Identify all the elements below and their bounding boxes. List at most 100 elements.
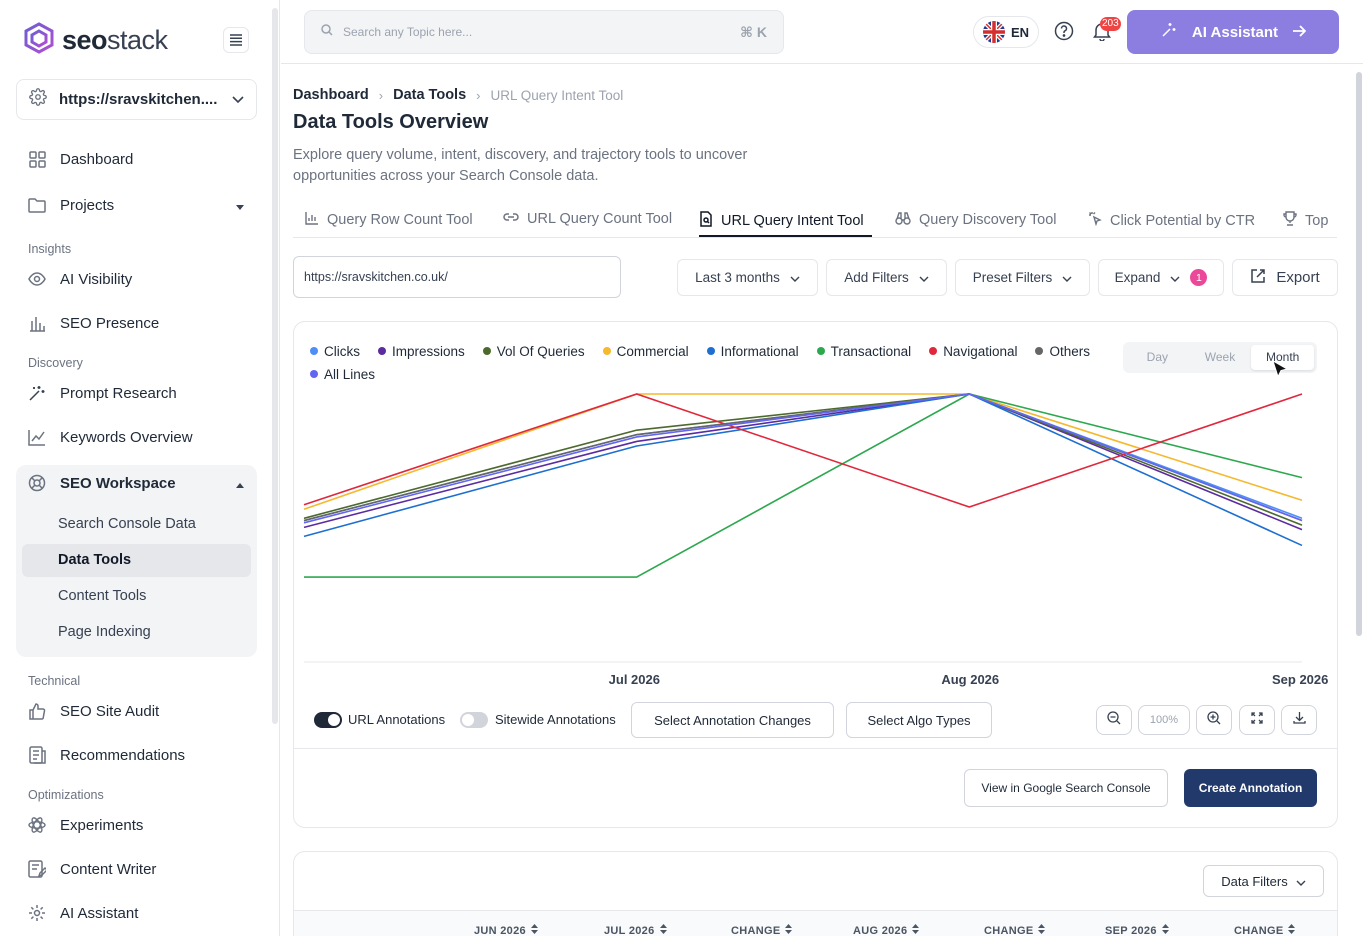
breadcrumb-dashboard[interactable]: Dashboard [293,87,369,103]
legend-dot [482,347,491,355]
column-header[interactable]: CHANGE [984,924,1046,936]
nav-ai-visibility[interactable]: AI Visibility [28,270,132,288]
site-selector[interactable]: https://sravskitchen.... [16,79,257,120]
nav-label: Content Writer [60,860,157,878]
nav-label: Prompt Research [60,384,177,402]
legend-item[interactable]: Others [1035,343,1090,359]
tab-url-query-count[interactable]: URL Query Count Tool [503,211,672,227]
column-header[interactable]: CHANGE [1234,924,1296,936]
nav-page-indexing[interactable]: Page Indexing [58,624,151,640]
search-shortcut: ⌘ K [740,23,767,40]
main-scrollbar[interactable] [1356,72,1362,636]
chart-card [293,321,1338,828]
series-line[interactable] [303,393,1303,531]
nav-label: Dashboard [60,150,134,168]
language-selector[interactable]: EN [973,16,1039,48]
legend-item[interactable]: Vol Of Queries [482,343,585,359]
series-line[interactable] [304,393,1303,578]
preset-filters-dropdown[interactable]: Preset Filters [955,259,1090,296]
tab-query-row-count[interactable]: Query Row Count Tool [305,211,473,229]
chevron-down-icon [1296,874,1306,889]
collapse-sidebar-button[interactable] [223,27,249,53]
date-range-dropdown[interactable]: Last 3 months [677,259,818,296]
document-search-icon [699,211,713,231]
nav-projects[interactable]: Projects [28,196,244,214]
search-icon [321,23,333,41]
select-annotation-changes-button[interactable]: Select Annotation Changes [631,702,834,738]
url-annotations-toggle[interactable] [314,712,342,728]
nav-dashboard[interactable]: Dashboard [28,150,133,168]
legend-item[interactable]: Transactional [816,343,912,359]
nav-seo-site-audit[interactable]: SEO Site Audit [28,702,159,720]
legend-item[interactable]: Navigational [929,343,1017,359]
period-month[interactable]: Month [1251,345,1315,370]
zoom-in-button[interactable] [1196,705,1232,735]
legend-dot [816,347,825,355]
column-header[interactable]: JUN 2026 [474,924,538,936]
data-filters-dropdown[interactable]: Data Filters [1203,865,1324,897]
create-annotation-button[interactable]: Create Annotation [1184,769,1317,807]
download-button[interactable] [1281,705,1317,735]
logo[interactable]: seostack [24,22,168,59]
series-line[interactable] [303,393,1303,526]
nav-seo-presence[interactable]: SEO Presence [28,314,159,332]
legend-item[interactable]: Impressions [378,343,465,359]
url-annotations-label: URL Annotations [348,712,446,727]
breadcrumb-data-tools[interactable]: Data Tools [393,87,467,103]
nav-recommendations[interactable]: Recommendations [28,746,185,764]
nav-label: SEO Site Audit [60,702,160,720]
caret-down-icon [236,197,244,214]
legend-item[interactable]: All Lines [310,366,375,382]
legend-item[interactable]: Informational [706,343,799,359]
fullscreen-button[interactable] [1239,705,1275,735]
legend-label: Transactional [830,343,912,359]
series-line[interactable] [303,393,1303,547]
column-header[interactable]: CHANGE [731,924,793,936]
tab-url-query-intent[interactable]: URL Query Intent Tool [699,211,864,231]
legend-dot [706,347,715,355]
column-header[interactable]: AUG 2026 [853,924,920,936]
nav-keywords-overview[interactable]: Keywords Overview [28,428,193,446]
toggle-knob [462,714,474,726]
site-url: https://sravskitchen.... [59,91,218,108]
zoom-out-button[interactable] [1096,705,1132,735]
trophy-icon [1283,211,1297,230]
period-week[interactable]: Week [1204,350,1236,364]
nav-prompt-research[interactable]: Prompt Research [28,384,177,402]
nav-seo-workspace[interactable]: SEO Workspace [28,474,244,492]
sitewide-annotations-toggle[interactable] [460,712,488,728]
series-line[interactable] [303,393,1303,511]
legend-item[interactable]: Clicks [310,343,360,359]
select-algo-types-button[interactable]: Select Algo Types [846,702,992,738]
view-in-gsc-button[interactable]: View in Google Search Console [964,769,1168,807]
period-day[interactable]: Day [1146,350,1168,364]
sort-icon [912,924,920,936]
search-input[interactable]: Search any Topic here... ⌘ K [304,10,784,54]
nav-ai-assistant[interactable]: AI Assistant [28,904,138,922]
column-header[interactable]: JUL 2026 [604,924,667,936]
add-filters-dropdown[interactable]: Add Filters [826,259,947,296]
ai-assistant-label: AI Assistant [1191,23,1279,41]
legend-item[interactable]: Commercial [602,343,689,359]
column-header[interactable]: SEP 2026 [1105,924,1169,936]
ai-assistant-button[interactable]: AI Assistant [1127,10,1339,54]
nav-content-tools[interactable]: Content Tools [58,588,147,604]
nav-search-console-data[interactable]: Search Console Data [58,516,196,532]
export-button[interactable]: Export [1232,259,1338,296]
expand-dropdown[interactable]: Expand 1 [1098,259,1224,296]
series-line[interactable] [303,393,1303,508]
sidebar-scrollbar[interactable] [272,8,278,724]
series-line[interactable] [303,393,1303,524]
toggle-knob [328,714,340,726]
tab-click-potential[interactable]: Click Potential by CTR [1088,211,1255,230]
nav-content-writer[interactable]: Content Writer [28,860,156,878]
help-icon[interactable] [1054,21,1074,46]
tab-top[interactable]: Top [1283,211,1328,230]
nav-experiments[interactable]: Experiments [28,816,143,834]
tab-query-discovery[interactable]: Query Discovery Tool [895,211,1057,229]
url-input[interactable] [293,256,621,298]
nav-data-tools[interactable]: Data Tools [58,552,132,568]
uk-flag-icon [983,21,1005,43]
document-edit-icon [28,860,46,878]
fullscreen-icon [1251,711,1263,729]
